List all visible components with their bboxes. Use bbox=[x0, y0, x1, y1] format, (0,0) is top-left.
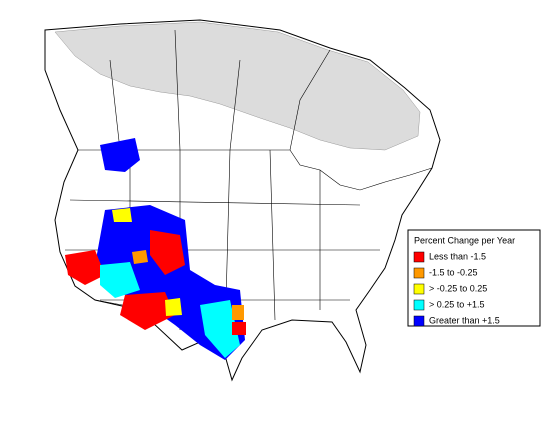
change-area bbox=[100, 138, 140, 172]
change-area bbox=[132, 250, 148, 264]
legend-swatch bbox=[413, 267, 425, 279]
legend: Percent Change per Year Less than -1.5 -1… bbox=[407, 229, 541, 327]
legend-swatch bbox=[413, 283, 425, 295]
tundra-region bbox=[54, 21, 421, 151]
change-areas bbox=[65, 138, 246, 360]
legend-label: -1.5 to -0.25 bbox=[429, 267, 478, 277]
legend-label: > 0.25 to +1.5 bbox=[429, 299, 485, 309]
legend-label: > -0.25 to 0.25 bbox=[429, 283, 487, 293]
legend-title: Percent Change per Year bbox=[414, 235, 515, 245]
change-area bbox=[120, 292, 175, 330]
legend-label: Greater than +1.5 bbox=[429, 315, 500, 325]
change-area bbox=[232, 305, 244, 320]
change-area bbox=[65, 250, 105, 285]
change-area bbox=[200, 300, 240, 358]
legend-swatch bbox=[413, 299, 425, 311]
change-area bbox=[112, 208, 132, 222]
legend-label: Less than -1.5 bbox=[429, 251, 486, 261]
legend-swatch bbox=[413, 251, 425, 263]
legend-swatch bbox=[413, 315, 425, 327]
change-area bbox=[100, 262, 140, 298]
change-area bbox=[150, 230, 185, 275]
change-area bbox=[232, 322, 246, 335]
change-area bbox=[165, 298, 182, 316]
legend-box bbox=[407, 229, 541, 327]
